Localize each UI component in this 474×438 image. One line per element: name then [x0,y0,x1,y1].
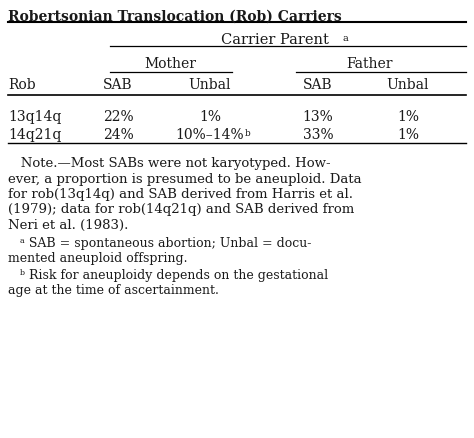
Text: 24%: 24% [103,128,133,142]
Text: 22%: 22% [103,110,133,124]
Text: 33%: 33% [303,128,333,142]
Text: Unbal: Unbal [387,78,429,92]
Text: Note.—Most SABs were not karyotyped. How-: Note.—Most SABs were not karyotyped. How… [8,157,331,170]
Text: Rob: Rob [8,78,36,92]
Text: 10%–14%: 10%–14% [176,128,244,142]
Text: mented aneuploid offspring.: mented aneuploid offspring. [8,252,188,265]
Text: (1979); data for rob(14q21q) and SAB derived from: (1979); data for rob(14q21q) and SAB der… [8,204,354,216]
Text: 1%: 1% [397,128,419,142]
Text: ever, a proportion is presumed to be aneuploid. Data: ever, a proportion is presumed to be ane… [8,173,362,186]
Text: 1%: 1% [199,110,221,124]
Text: 13%: 13% [302,110,333,124]
Text: Neri et al. (1983).: Neri et al. (1983). [8,219,128,232]
Text: Carrier Parent: Carrier Parent [221,33,329,47]
Text: Robertsonian Translocation (Rob) Carriers: Robertsonian Translocation (Rob) Carrier… [8,10,342,24]
Text: age at the time of ascertainment.: age at the time of ascertainment. [8,284,219,297]
Text: ᵇ Risk for aneuploidy depends on the gestational: ᵇ Risk for aneuploidy depends on the ges… [8,268,328,282]
Text: SAB: SAB [303,78,333,92]
Text: 1%: 1% [397,110,419,124]
Text: SAB: SAB [103,78,133,92]
Text: Father: Father [347,57,393,71]
Text: a: a [343,34,349,43]
Text: b: b [245,129,251,138]
Text: Unbal: Unbal [189,78,231,92]
Text: 14q21q: 14q21q [8,128,61,142]
Text: ᵃ SAB = spontaneous abortion; Unbal = docu-: ᵃ SAB = spontaneous abortion; Unbal = do… [8,237,311,250]
Text: Mother: Mother [144,57,196,71]
Text: for rob(13q14q) and SAB derived from Harris et al.: for rob(13q14q) and SAB derived from Har… [8,188,353,201]
Text: 13q14q: 13q14q [8,110,61,124]
